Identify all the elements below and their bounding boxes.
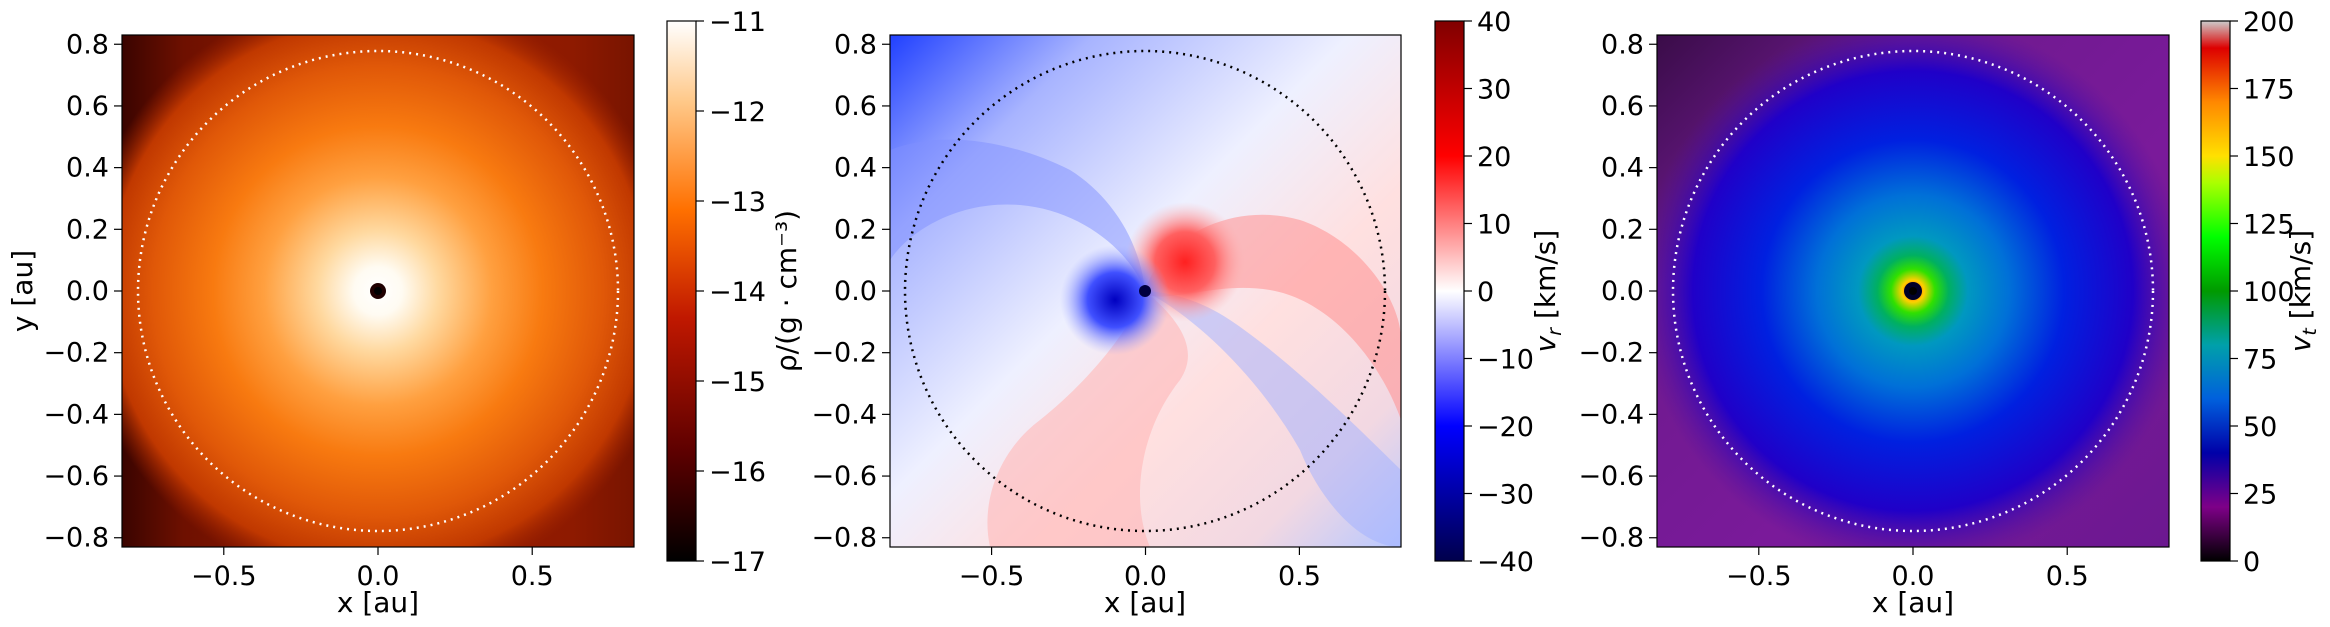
colorbar-tick-label: 150 (2243, 142, 2295, 173)
colorbar-tick-label: 40 (1477, 7, 1511, 38)
colorbar-tick-label: 20 (1477, 142, 1511, 173)
colorbar-tick-label: −15 (709, 367, 766, 398)
colorbar-tick-label: −20 (1477, 412, 1534, 443)
y-tick-label: −0.6 (43, 461, 109, 492)
tangential-velocity-panel: −0.5 0.0 0.5 0.8 0.6 0.4 0.2 0.0 −0.2 −0.4 −0.6 −0… (1578, 7, 2321, 619)
x-axis-label: x [au] (1872, 586, 1954, 619)
colorbar-tick-label: −40 (1477, 547, 1534, 578)
y-tick-label: 0.8 (834, 29, 877, 60)
y-tick-label: 0.4 (1601, 153, 1644, 184)
y-tick-label: 0.4 (834, 153, 877, 184)
colorbar-tick-label: −11 (709, 7, 766, 38)
y-tick-label: −0.8 (811, 523, 877, 554)
y-axis-label: y [au] (6, 250, 39, 332)
colorbar-tick-label: −17 (709, 547, 766, 578)
x-tick-label: −0.5 (191, 561, 257, 592)
radial-velocity-map (890, 35, 1401, 547)
x-tick-label: 0.5 (511, 561, 554, 592)
colorbar-tick-label: 50 (2243, 412, 2277, 443)
reference-circle (903, 49, 1387, 533)
x-tick-label: 0.5 (1278, 561, 1321, 592)
density-panel: −0.5 0.0 0.5 0.8 0.6 0.4 0.2 0.0 −0.2 −0.4 −0.6 −0… (6, 7, 803, 619)
y-tick-label: −0.8 (1578, 523, 1644, 554)
colorbar-tick-label: −10 (1477, 345, 1534, 376)
tangential-velocity-colorbar: 200 175 150 125 100 75 50 25 0 vt [km/s] (2200, 7, 2321, 578)
colorbar-tick-label: 125 (2243, 210, 2295, 241)
y-tick-label: −0.4 (811, 399, 877, 430)
y-tick-label: −0.4 (1578, 399, 1644, 430)
colorbar-tick-label: 100 (2243, 277, 2295, 308)
y-tick-label: 0.6 (66, 91, 109, 122)
y-tick-label: 0.6 (1601, 91, 1644, 122)
y-tick-label: −0.4 (43, 399, 109, 430)
y-tick-label: 0.4 (66, 153, 109, 184)
colorbar-tick-label: −12 (709, 97, 766, 128)
colorbar-tick-label: 0 (2243, 547, 2260, 578)
colorbar-tick-label: −14 (709, 277, 766, 308)
y-tick-label: 0.2 (66, 214, 109, 245)
colorbar-tick-label: 175 (2243, 75, 2295, 106)
x-axis-label: x [au] (1104, 586, 1186, 619)
tangential-velocity-map (1657, 35, 2169, 547)
y-tick-label: 0.0 (1601, 276, 1644, 307)
colorbar-tick-label: −16 (709, 457, 766, 488)
colorbar-label: vr [km/s] (1529, 230, 1566, 353)
x-tick-label: −0.5 (959, 561, 1025, 592)
reference-circle (1671, 49, 2155, 533)
y-tick-label: 0.0 (834, 276, 877, 307)
radial-velocity-panel: −0.5 0.0 0.5 0.8 0.6 0.4 0.2 0.0 −0.2 −0.4 −0.6 −0… (811, 7, 1566, 619)
colorbar-tick-label: 30 (1477, 75, 1511, 106)
colorbar-tick-label: 200 (2243, 7, 2295, 38)
colorbar-tick-label: 75 (2243, 345, 2277, 376)
y-tick-label: 0.6 (834, 91, 877, 122)
x-tick-label: 0.0 (357, 561, 400, 592)
y-tick-label: −0.6 (1578, 461, 1644, 492)
y-tick-label: 0.2 (1601, 214, 1644, 245)
y-tick-label: −0.8 (43, 523, 109, 554)
colorbar-tick-label: 25 (2243, 480, 2277, 511)
density-map (122, 35, 634, 547)
x-tick-label: 0.0 (1892, 561, 1935, 592)
y-tick-label: 0.0 (66, 276, 109, 307)
x-tick-label: 0.5 (2046, 561, 2089, 592)
y-tick-label: −0.2 (1578, 338, 1644, 369)
radial-velocity-colorbar: 40 30 20 10 0 −10 −20 −30 −40 vr [km/s] (1434, 7, 1566, 578)
colorbar-tick-label: 10 (1477, 210, 1511, 241)
x-axis-label: x [au] (337, 586, 419, 619)
colorbar-label: vt [km/s] (2284, 230, 2321, 352)
density-colorbar: −11 −12 −13 −14 −15 −16 −17 ρ/(g · cm⁻³) (666, 7, 803, 578)
x-tick-label: 0.0 (1124, 561, 1167, 592)
x-tick-label: −0.5 (1726, 561, 1792, 592)
y-tick-label: −0.2 (43, 338, 109, 369)
colorbar-tick-label: −13 (709, 187, 766, 218)
reference-circle (136, 49, 620, 533)
y-tick-label: 0.2 (834, 214, 877, 245)
y-tick-label: −0.2 (811, 338, 877, 369)
y-tick-label: 0.8 (1601, 29, 1644, 60)
y-tick-label: 0.8 (66, 29, 109, 60)
colorbar-tick-label: 0 (1477, 277, 1494, 308)
colorbar-label: ρ/(g · cm⁻³) (770, 210, 803, 372)
colorbar-tick-label: −30 (1477, 480, 1534, 511)
y-tick-label: −0.6 (811, 461, 877, 492)
